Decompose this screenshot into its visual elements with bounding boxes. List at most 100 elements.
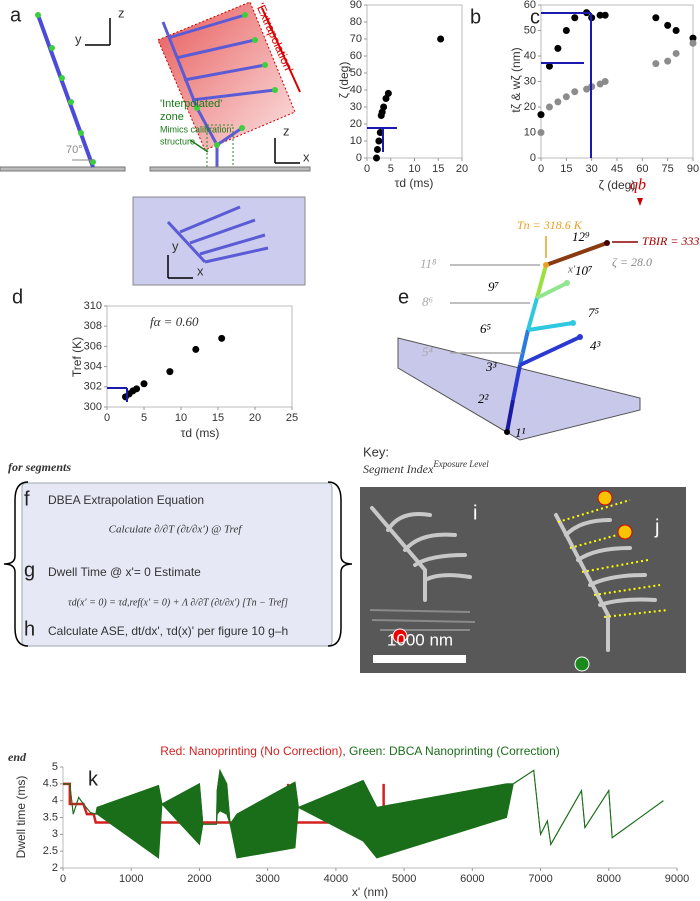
y-axis-label: Tref (K) — [70, 337, 84, 377]
chart: 0 5 10 15 20 0 10 20 30 40 50 60 70 80 90 b τd (ms) ζ (de… — [337, 0, 481, 190]
y-tick-label: 90 — [350, 0, 362, 11]
x-tick-label: 15 — [212, 412, 224, 424]
point — [571, 14, 579, 22]
x-axis-label: τd (ms) — [181, 426, 220, 440]
point — [373, 146, 381, 153]
qb-label: qb — [630, 177, 646, 194]
point — [652, 60, 660, 68]
panel-label: i — [473, 502, 477, 524]
point — [672, 27, 680, 34]
panel-label: f — [24, 488, 30, 510]
shadows — [369, 609, 476, 631]
x-tick-label: 3000 — [255, 873, 279, 885]
point — [166, 368, 174, 376]
point — [384, 89, 392, 97]
x-tick-label: 15 — [560, 163, 572, 175]
y-tick-label: 20 — [524, 101, 536, 113]
point — [218, 334, 226, 342]
y-tick-label: 30 — [350, 101, 362, 113]
y-tick-label: 40 — [350, 84, 362, 96]
y-tick-label: 4 — [52, 795, 58, 807]
interp-label: 'Interpolated' — [160, 98, 222, 110]
scale-label: 1000 nm — [387, 630, 453, 649]
panel-label: a — [10, 4, 22, 26]
tree-nodes — [504, 240, 610, 435]
y-axis-label: tζ & wζ (nm) — [509, 47, 523, 112]
point — [689, 39, 697, 47]
nodes — [194, 12, 278, 148]
key-text: Segment IndexExposure Level — [363, 459, 489, 476]
x-tick-label: 45 — [611, 163, 623, 175]
point — [192, 345, 200, 353]
axis-z: z — [283, 123, 290, 138]
y-tick-label: 70 — [350, 33, 362, 45]
tbir-label: TBIR = 333.7 K — [642, 234, 700, 248]
tree — [505, 241, 608, 433]
point — [537, 129, 545, 136]
panel-a: a 70° z y 'Extrapolation' 'Interpolated'… — [0, 1, 311, 286]
y-tick-label: 3.5 — [43, 811, 58, 823]
y-tick-label: 10 — [350, 135, 362, 147]
panel-e: e qb TBIR = 333.7 K Tn = 318.6 K ζ = 28.… — [363, 177, 700, 476]
pillar — [36, 14, 95, 168]
sem-image: 1000 nm i j — [360, 487, 686, 673]
axis-z: z — [118, 5, 125, 20]
axes — [274, 138, 300, 164]
x-tick-label: 5000 — [392, 873, 416, 885]
point — [140, 380, 148, 388]
point — [375, 137, 383, 145]
panel-label: e — [398, 286, 409, 308]
key-index: Segment Index — [363, 462, 434, 476]
red-dot — [392, 628, 408, 644]
x-tick-label: 15 — [432, 163, 444, 175]
segment-label: 3³ — [485, 359, 498, 374]
y-tick-label: 306 — [84, 340, 102, 352]
segment-label: 11⁸ — [420, 256, 437, 271]
axis-y: y — [75, 31, 82, 46]
panel-label: d — [12, 286, 23, 308]
point — [664, 21, 672, 29]
x-axis-label: ζ (deg) — [599, 178, 636, 192]
g-title: Dwell Time @ x'= 0 Estimate — [48, 565, 201, 579]
point — [601, 78, 609, 85]
x-tick-label: 30 — [586, 163, 598, 175]
loop-end: end — [8, 750, 27, 764]
y-tick-label: 310 — [84, 300, 102, 312]
y-tick-label: 50 — [350, 67, 362, 79]
brace — [3, 481, 29, 647]
x-tick-label: 75 — [662, 163, 674, 175]
segment-label: 12⁹ — [572, 229, 590, 244]
y-tick-label: 2.5 — [43, 845, 58, 857]
panel-label: c — [530, 6, 540, 28]
y-tick-label: 80 — [350, 16, 362, 28]
guides — [557, 499, 669, 618]
g-equation: τd(x′ = 0) = τd,ref(x′ = 0) + Λ ∂/∂T (∂t… — [68, 597, 288, 608]
substrate — [0, 166, 126, 172]
loop-start: for segments — [8, 460, 71, 474]
xprime-label: x′ — [567, 264, 576, 276]
chart: 0 5 10 15 20 25 300 302 304 306 308 310 d τd (ms) Tref… — [12, 286, 298, 440]
image — [360, 487, 686, 673]
brace — [327, 481, 353, 647]
y-tick-label: 50 — [524, 24, 536, 36]
chart: 0 1000 2000 3000 4000 5000 6000 7000 8000 9000 2 2.… — [14, 744, 689, 899]
x-tick-label: 20 — [456, 163, 468, 175]
zeta-label: ζ = 28.0 — [612, 255, 652, 269]
point — [545, 62, 553, 70]
y-tick-label: 0 — [356, 152, 362, 164]
point — [571, 88, 579, 96]
warnings — [597, 490, 633, 540]
panel-label: g — [24, 559, 35, 581]
y-tick-label: 3 — [52, 828, 58, 840]
segment-label: 9⁷ — [488, 279, 500, 294]
interp-label: zone — [160, 111, 184, 123]
band — [63, 768, 664, 859]
inset-structure — [166, 205, 269, 264]
point — [672, 49, 680, 57]
point — [596, 11, 604, 19]
algorithm-box: for segments f DBEA Extrapolation Equati… — [3, 460, 353, 764]
x-tick-label: 20 — [249, 412, 261, 424]
